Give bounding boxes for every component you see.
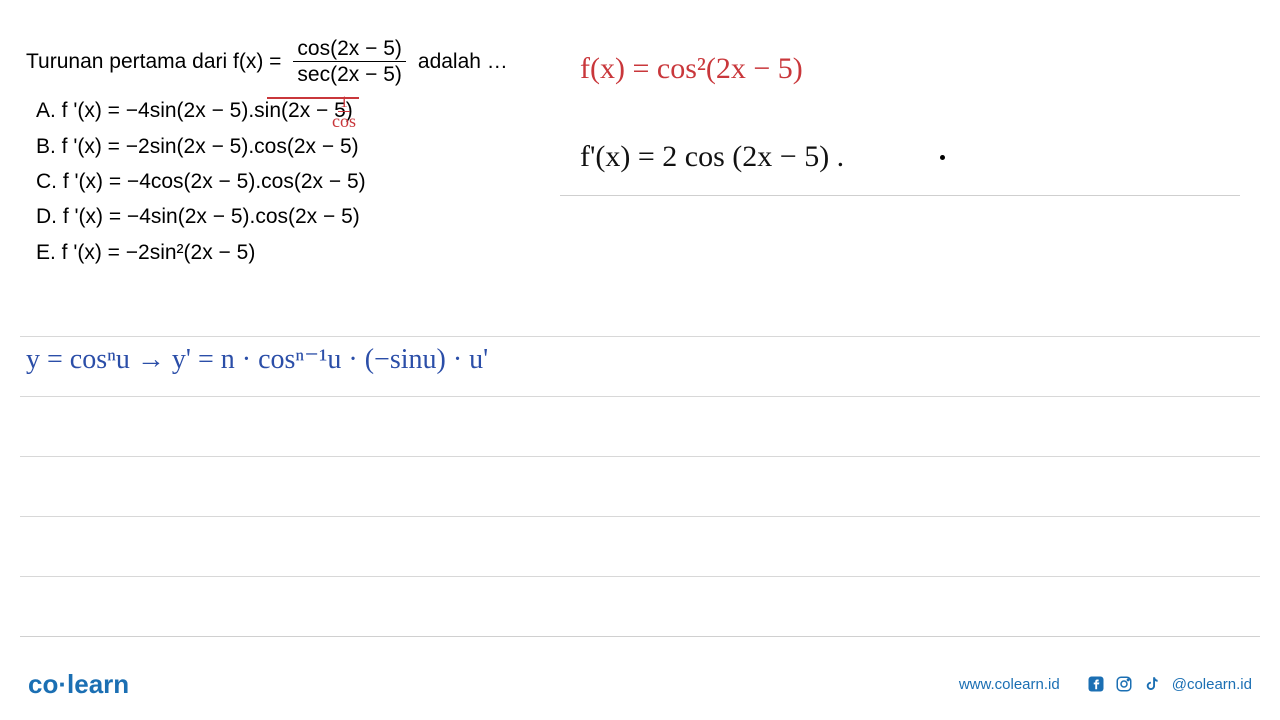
handwriting-black-eq: f'(x) = 2 cos (2x − 5) .	[580, 140, 844, 174]
content-area: Turunan pertama dari f(x) = cos(2x − 5) …	[0, 0, 1280, 640]
footer: co·learn www.colearn.id @colearn.id	[0, 648, 1280, 720]
question-stem: Turunan pertama dari f(x) = cos(2x − 5) …	[26, 36, 508, 87]
sec-inv-top: 1	[338, 95, 350, 112]
footer-divider	[20, 636, 1260, 637]
option-e: E. f '(x) = −2sin²(2x − 5)	[36, 239, 508, 266]
trailing-dot	[940, 155, 945, 160]
stem-suffix: adalah …	[418, 48, 508, 75]
option-c: C. f '(x) = −4cos(2x − 5).cos(2x − 5)	[36, 168, 508, 195]
sec-inv-bot: cos	[330, 112, 358, 130]
fraction: cos(2x − 5) sec(2x − 5)	[293, 36, 405, 87]
social-handle: @colearn.id	[1172, 676, 1252, 693]
fraction-numerator: cos(2x − 5)	[293, 36, 405, 62]
footer-url: www.colearn.id	[959, 676, 1060, 693]
brand-logo: co·learn	[28, 669, 129, 700]
ruled-line	[20, 576, 1260, 577]
facebook-icon	[1086, 674, 1106, 694]
options-list: A. f '(x) = −4sin(2x − 5).sin(2x − 5) B.…	[26, 97, 508, 265]
fraction-denominator: sec(2x − 5)	[293, 62, 405, 87]
logo-dot: ·	[58, 669, 67, 699]
handwriting-blue-rule: y = cosⁿu → y' = n · cosⁿ⁻¹u · (−sinu) ·…	[26, 342, 488, 376]
ruled-line	[20, 336, 1260, 337]
sec-inverse-annotation: 1 cos	[330, 92, 358, 130]
instagram-icon	[1114, 674, 1134, 694]
question-block: Turunan pertama dari f(x) = cos(2x − 5) …	[26, 36, 508, 274]
ruled-line	[20, 396, 1260, 397]
ruled-line	[20, 516, 1260, 517]
logo-learn: learn	[67, 669, 129, 699]
option-d: D. f '(x) = −4sin(2x − 5).cos(2x − 5)	[36, 203, 508, 230]
option-b: B. f '(x) = −2sin(2x − 5).cos(2x − 5)	[36, 133, 508, 160]
stem-prefix: Turunan pertama dari f(x) =	[26, 48, 281, 75]
logo-co: co	[28, 669, 58, 699]
option-a: A. f '(x) = −4sin(2x − 5).sin(2x − 5)	[36, 97, 508, 124]
divider-under-work	[560, 195, 1240, 196]
social-icons: @colearn.id	[1086, 674, 1252, 694]
handwriting-red-eq: f(x) = cos²(2x − 5)	[580, 52, 803, 86]
tiktok-icon	[1142, 674, 1162, 694]
ruled-line	[20, 456, 1260, 457]
